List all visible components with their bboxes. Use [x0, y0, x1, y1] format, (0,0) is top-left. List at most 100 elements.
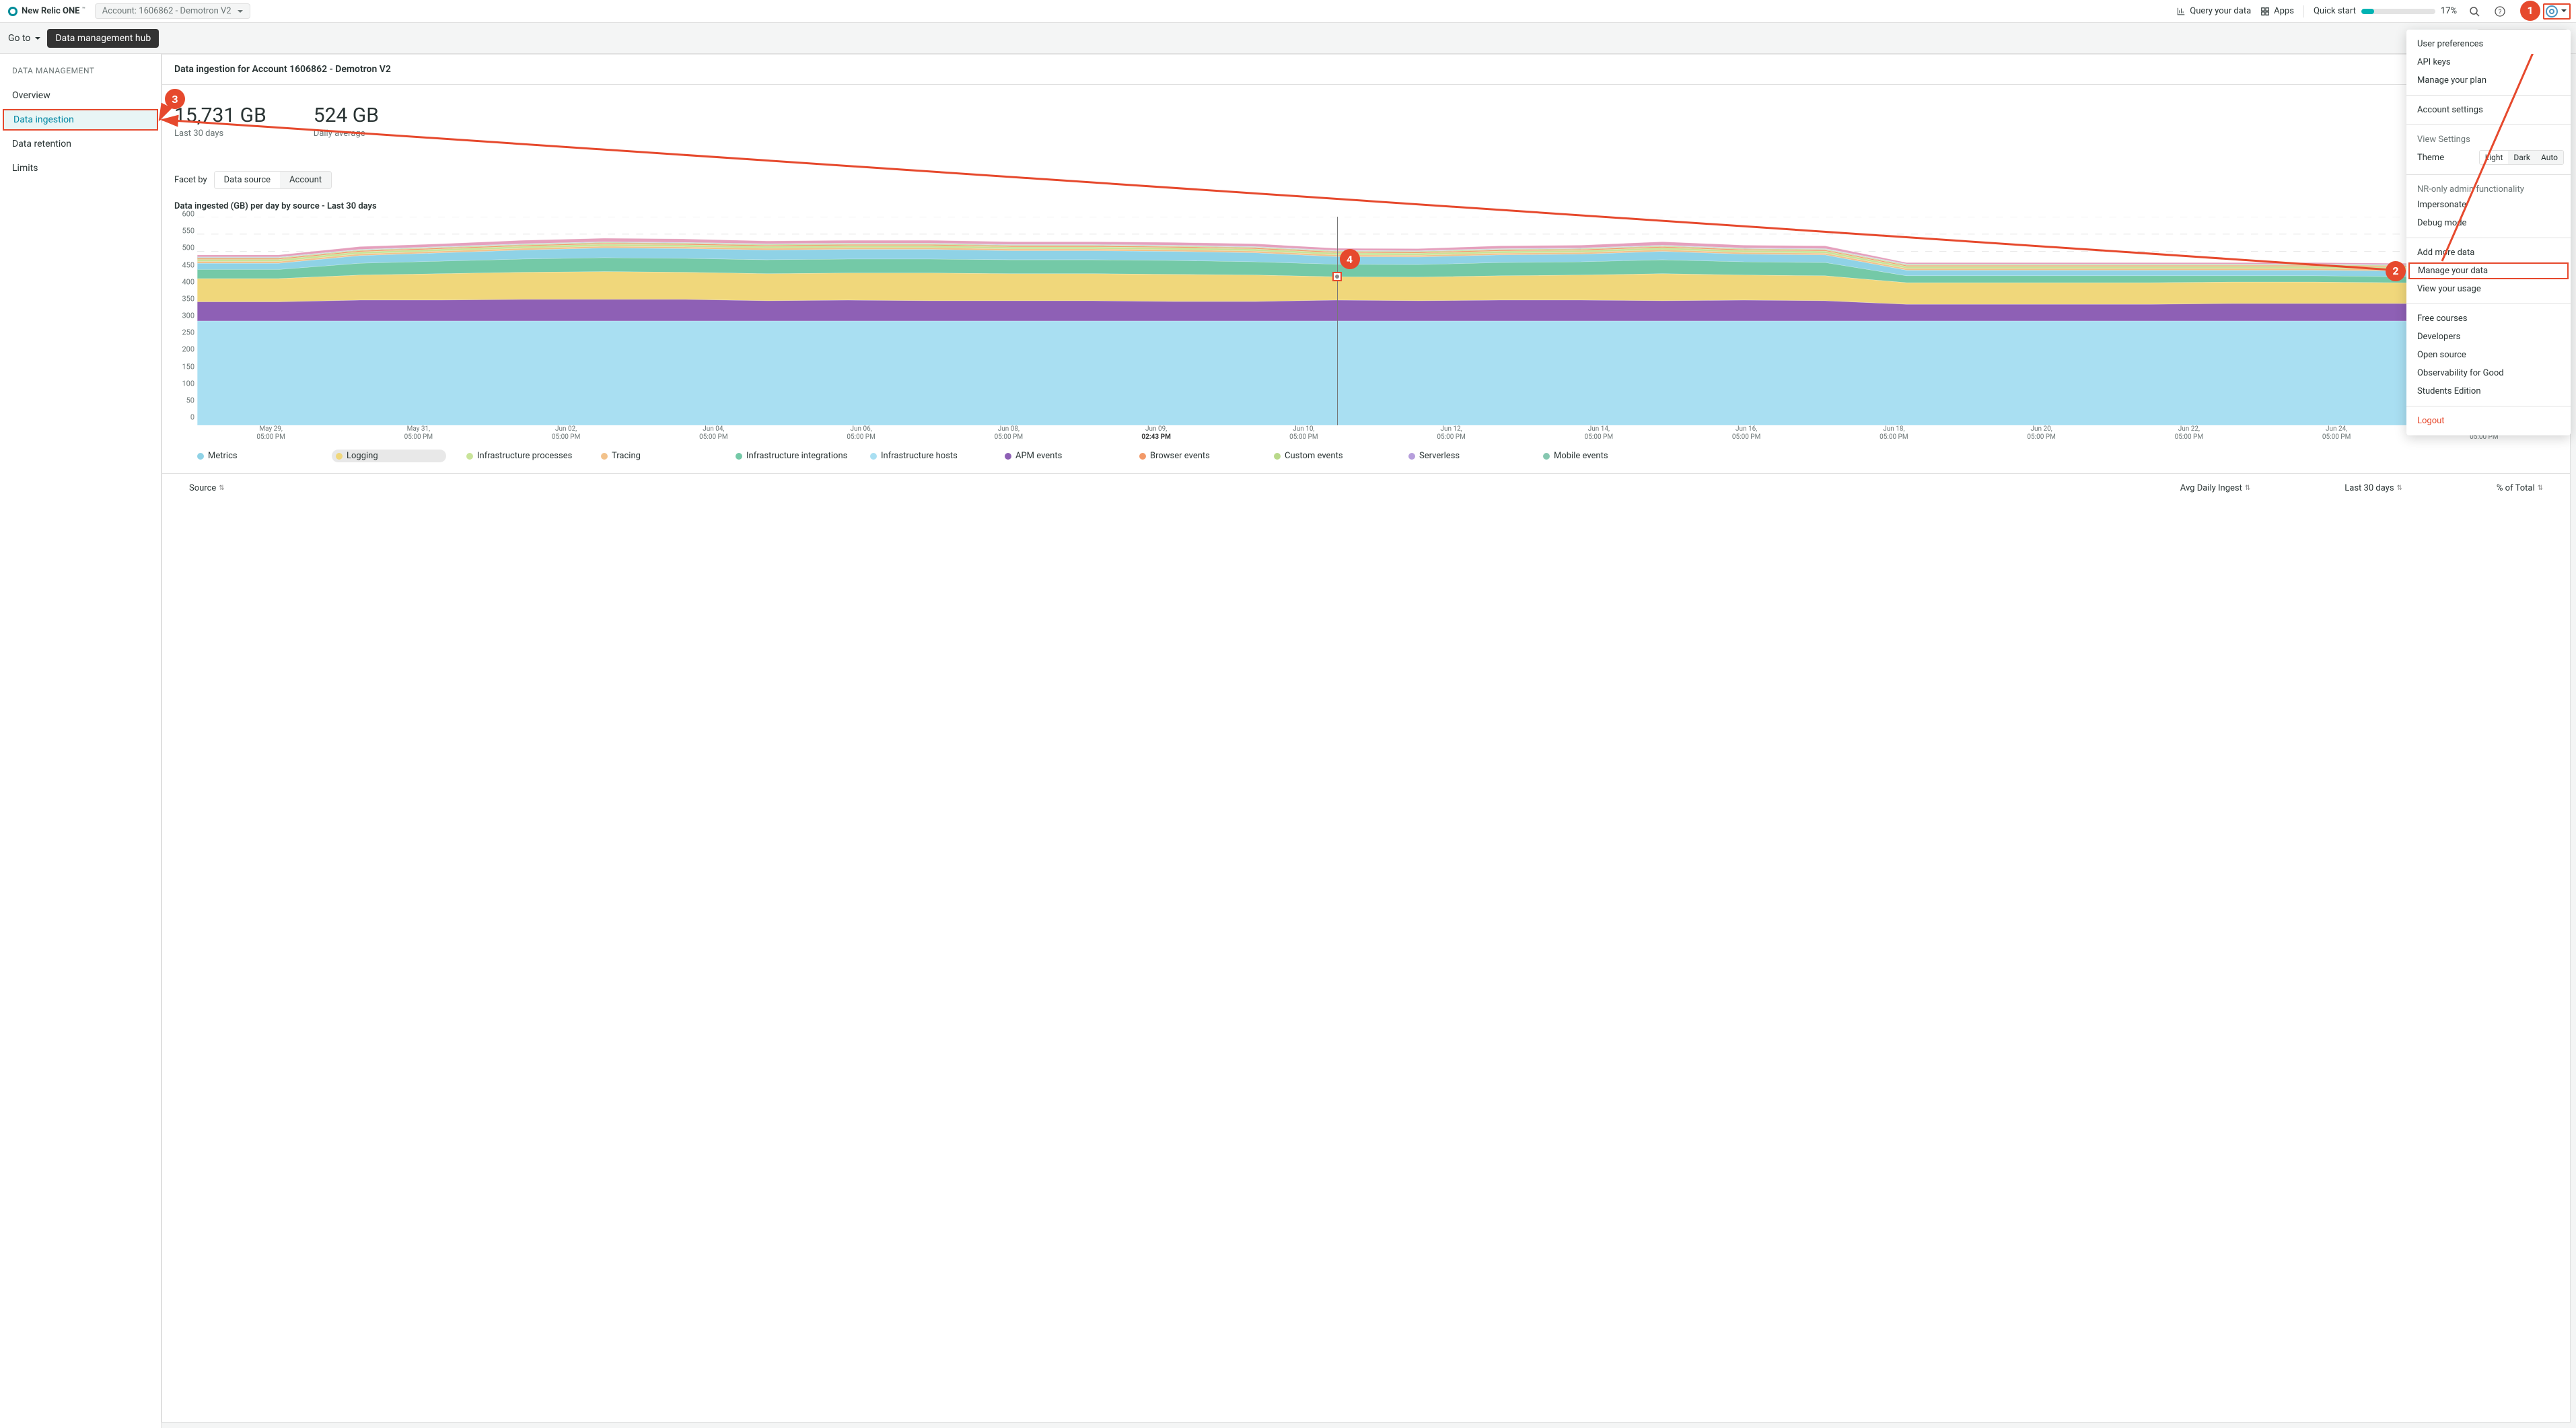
user-menu-button[interactable] — [2543, 3, 2571, 20]
annotation-1: 1 — [2520, 1, 2540, 21]
th-source[interactable]: Source⇅ — [189, 483, 391, 493]
hub-title: Data management hub — [47, 29, 159, 48]
account-label: Account: 1606862 - Demotron V2 — [102, 6, 231, 16]
th-avg[interactable]: Avg Daily Ingest⇅ — [2180, 483, 2250, 493]
progress-bar — [2361, 9, 2435, 14]
stat-label: Daily average — [314, 129, 379, 139]
xtick-label: Jun 04,05:00 PM — [640, 425, 787, 441]
ytick-label: 100 — [182, 379, 194, 388]
menu-user-preferences[interactable]: User preferences — [2406, 35, 2571, 53]
chart-title: Data ingested (GB) per day by source - L… — [162, 194, 2570, 214]
legend-dot — [1139, 453, 1146, 460]
legend-label: Logging — [347, 451, 378, 461]
legend-label: Infrastructure processes — [477, 451, 572, 461]
goto-menu[interactable]: Go to — [8, 33, 40, 44]
facet-account[interactable]: Account — [280, 172, 331, 188]
sort-icon: ⇅ — [2245, 485, 2250, 492]
annotation-3: 3 — [165, 89, 185, 109]
legend-dot — [1274, 453, 1281, 460]
legend-label: Mobile events — [1554, 451, 1608, 461]
sort-icon: ⇅ — [2397, 485, 2402, 492]
legend-apm-events[interactable]: APM events — [1005, 450, 1119, 462]
product-logo[interactable]: New Relic ONE ™ — [8, 6, 85, 16]
legend-label: Custom events — [1285, 451, 1343, 461]
xtick-label: Jun 08,05:00 PM — [935, 425, 1082, 441]
xtick-label: Jun 20,05:00 PM — [1968, 425, 2115, 441]
legend-custom-events[interactable]: Custom events — [1274, 450, 1388, 462]
legend-browser-events[interactable]: Browser events — [1139, 450, 1254, 462]
ytick-label: 350 — [182, 294, 194, 303]
legend-mobile-events[interactable]: Mobile events — [1543, 450, 1657, 462]
legend-label: Metrics — [208, 451, 238, 461]
query-data-link[interactable]: Query your data — [2176, 6, 2251, 16]
sort-icon: ⇅ — [219, 485, 224, 492]
annotation-4: 4 — [1340, 249, 1360, 269]
sidebar-item-data-retention[interactable]: Data retention — [0, 132, 161, 156]
xtick-label: Jun 10,05:00 PM — [1230, 425, 1378, 441]
legend-serverless[interactable]: Serverless — [1408, 450, 1523, 462]
legend-label: Infrastructure integrations — [746, 451, 847, 461]
sidebar-item-limits[interactable]: Limits — [0, 156, 161, 180]
th-pct[interactable]: % of Total⇅ — [2497, 483, 2543, 493]
xtick-label: Jun 24,05:00 PM — [2263, 425, 2410, 441]
legend-dot — [197, 453, 204, 460]
legend-infrastructure-hosts[interactable]: Infrastructure hosts — [870, 450, 985, 462]
menu-account-settings[interactable]: Account settings — [2406, 101, 2571, 119]
legend-dot — [1408, 453, 1415, 460]
menu-add-more-data[interactable]: Add more data — [2406, 244, 2571, 262]
menu-heading-view-settings: View Settings — [2406, 131, 2571, 146]
search-icon[interactable] — [2466, 3, 2482, 20]
account-picker[interactable]: Account: 1606862 - Demotron V2 — [95, 3, 250, 19]
facet-data-source[interactable]: Data source — [215, 172, 280, 188]
theme-label: Theme — [2417, 153, 2444, 163]
sidebar-item-data-ingestion[interactable]: Data ingestion — [3, 109, 158, 131]
theme-auto[interactable]: Auto — [2536, 151, 2563, 164]
xtick-label: Jun 06,05:00 PM — [787, 425, 935, 441]
menu-students-edition[interactable]: Students Edition — [2406, 382, 2571, 400]
menu-logout[interactable]: Logout — [2406, 412, 2571, 430]
apps-link[interactable]: Apps — [2260, 6, 2294, 16]
help-icon[interactable]: ? — [2492, 3, 2508, 20]
theme-light[interactable]: Light — [2480, 151, 2509, 164]
chart-area[interactable]: Logging67.1 from Jun 09, 02 — [197, 217, 2558, 425]
menu-manage-your-plan[interactable]: Manage your plan — [2406, 71, 2571, 90]
ytick-label: 600 — [182, 210, 194, 219]
product-name: New Relic — [22, 6, 61, 16]
legend-logging[interactable]: Logging — [332, 450, 446, 462]
theme-segment: LightDarkAuto — [2479, 150, 2564, 165]
top-nav-right: Query your data Apps Quick start 17% ? — [2176, 3, 2571, 20]
legend-tracing[interactable]: Tracing — [601, 450, 715, 462]
stats-row: 15,731 GB Last 30 days 524 GB Daily aver… — [162, 85, 2570, 164]
stat-last-30: 15,731 GB Last 30 days — [174, 104, 266, 157]
xtick-label: Jun 14,05:00 PM — [1525, 425, 1672, 441]
theme-dark[interactable]: Dark — [2508, 151, 2536, 164]
legend-dot — [336, 453, 343, 460]
menu-manage-your-data[interactable]: Manage your data — [2408, 262, 2569, 279]
xtick-label: Jun 12,05:00 PM — [1378, 425, 1525, 441]
chevron-down-icon — [2559, 6, 2567, 16]
sidebar-item-overview[interactable]: Overview — [0, 83, 161, 108]
legend-label: Infrastructure hosts — [881, 451, 958, 461]
sort-icon: ⇅ — [2538, 485, 2543, 492]
subheader: Go to Data management hub Copy permalink — [0, 23, 2576, 54]
quick-start[interactable]: Quick start 17% — [2314, 6, 2457, 16]
menu-view-your-usage[interactable]: View your usage — [2406, 280, 2571, 298]
menu-impersonate[interactable]: Impersonate — [2406, 196, 2571, 214]
menu-observability-for-good[interactable]: Observability for Good — [2406, 364, 2571, 382]
facet-segment: Data sourceAccount — [214, 171, 332, 189]
legend-infrastructure-integrations[interactable]: Infrastructure integrations — [736, 450, 850, 462]
user-menu-dropdown: User preferencesAPI keysManage your plan… — [2406, 30, 2571, 435]
legend-label: Tracing — [612, 451, 641, 461]
th-last30[interactable]: Last 30 days⇅ — [2345, 483, 2402, 493]
ytick-label: 450 — [182, 260, 194, 269]
menu-free-courses[interactable]: Free courses — [2406, 310, 2571, 328]
legend-infrastructure-processes[interactable]: Infrastructure processes — [466, 450, 581, 462]
menu-api-keys[interactable]: API keys — [2406, 53, 2571, 71]
ytick-label: 200 — [182, 345, 194, 354]
menu-debug-mode[interactable]: Debug mode — [2406, 214, 2571, 232]
legend-metrics[interactable]: Metrics — [197, 450, 312, 462]
menu-open-source[interactable]: Open source — [2406, 346, 2571, 364]
product-suffix: ONE — [63, 6, 79, 16]
ytick-label: 150 — [182, 362, 194, 371]
menu-developers[interactable]: Developers — [2406, 328, 2571, 346]
